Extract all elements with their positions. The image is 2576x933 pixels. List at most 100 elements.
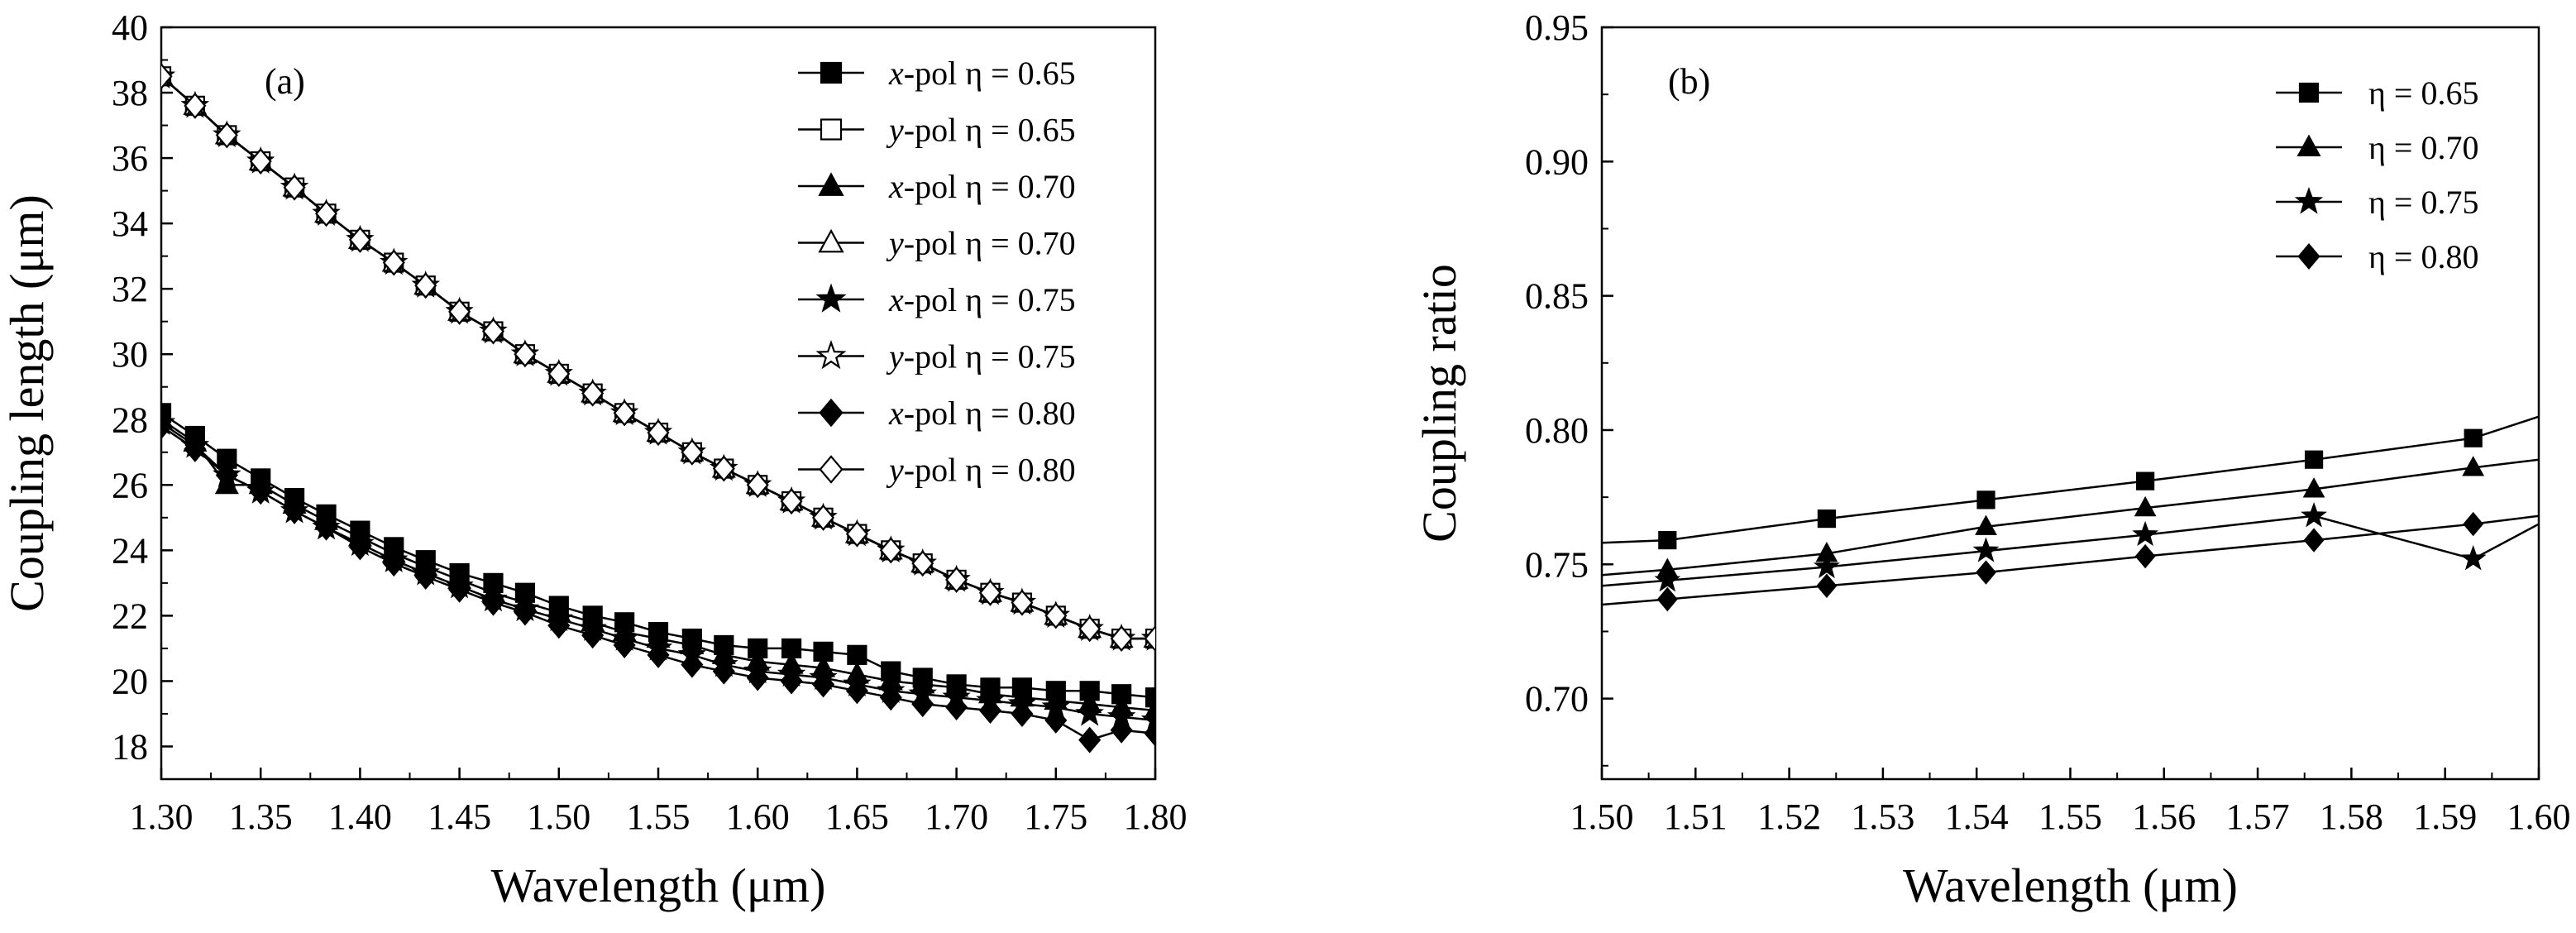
data-point-square [2464,428,2483,447]
x-tick-label: 1.55 [627,797,691,837]
data-point-diamond [978,579,1002,606]
legend-label: y-pol η = 0.80 [886,452,1076,489]
data-point-diamond [215,122,238,149]
legend-entry: x-pol η = 0.65 [798,55,1076,92]
legend-eta: -pol η = 0.80 [904,452,1076,489]
data-point-diamond [911,691,934,718]
legend-label: y-pol η = 0.70 [886,225,1076,262]
x-tick-label: 1.50 [1570,797,1634,837]
y-tick-label: 24 [112,530,148,571]
legend-label: η = 0.70 [2368,129,2478,166]
series-line [1602,415,2539,544]
data-point-diamond [945,694,968,721]
legend-eta: -pol η = 0.70 [904,168,1076,205]
data-point-diamond [811,671,835,698]
data-point-diamond [2134,543,2156,569]
data-point-diamond [547,612,571,639]
data-point-diamond [1078,615,1102,643]
data-point-diamond [1078,726,1102,754]
legend-pol: y [886,452,904,489]
legend-label: η = 0.65 [2368,74,2478,112]
legend-marker-star [815,340,847,370]
data-point-diamond [249,148,272,175]
x-axis-title: Wavelength (μm) [491,859,826,912]
x-tick-label: 1.75 [1024,797,1087,837]
legend-entry: η = 0.75 [2276,184,2478,221]
data-point-triangle [2462,456,2485,476]
data-point-diamond [911,550,934,577]
x-tick-label: 1.40 [328,797,392,837]
legend-eta: -pol η = 0.65 [904,112,1076,149]
data-point-square [2304,450,2324,469]
legend-pol: x [888,281,904,318]
data-point-diamond [514,599,537,626]
data-point-square [2136,471,2155,490]
legend-eta: -pol η = 0.65 [904,55,1076,92]
legend-marker-diamond [819,455,844,484]
legend-marker-square [2298,82,2320,103]
data-point-diamond [215,462,238,489]
panel-label: (b) [1668,61,1710,102]
legend-marker-square [820,118,843,141]
legend-pol: y [886,112,904,149]
data-point-diamond [780,667,803,695]
y-tick-label: 0.90 [1525,141,1589,182]
legend-pol: y [886,225,904,262]
data-point-diamond [547,360,571,387]
x-tick-label: 1.80 [1124,797,1188,837]
x-tick-label: 1.60 [2507,797,2571,837]
data-point-square [1817,509,1837,529]
data-point-diamond [2463,511,2484,537]
data-point-diamond [249,478,272,505]
legend-pol: x [888,168,904,205]
legend-marker-triangle [818,172,844,196]
legend-label: x-pol η = 0.65 [888,55,1076,92]
data-point-square [161,403,172,423]
y-tick-label: 20 [112,661,148,701]
data-point-diamond [845,520,868,548]
legend-marker-square [820,61,843,84]
y-tick-label: 0.95 [1525,7,1589,48]
chart-panel-b: 1.50 1.51 1.52 1.53 1.54 1.55 1.56 1.57 1.58 1.59… [1412,7,2571,912]
legend-eta: -pol η = 0.70 [904,225,1076,262]
data-point-diamond [647,419,670,447]
legend-marker-star [2294,186,2324,214]
x-tick-label: 1.65 [825,797,889,837]
y-tick-label: 0.75 [1525,544,1589,585]
legend-entry: x-pol η = 0.80 [798,395,1076,432]
y-tick-label: 34 [112,203,148,244]
data-point-diamond [780,488,803,515]
data-point-diamond [1976,560,1996,585]
legend-eta: -pol η = 0.80 [904,395,1076,432]
data-point-diamond [1144,720,1155,747]
data-point-diamond [481,318,505,345]
legend-pol: x [888,395,904,432]
legend-entry: x-pol η = 0.70 [798,168,1076,205]
y-axis-title: Coupling ratio [1412,264,1466,543]
data-point-star [2301,502,2328,528]
data-point-diamond [1011,589,1034,616]
legend-label: x-pol η = 0.80 [888,395,1076,432]
data-point-diamond [879,537,902,564]
data-point-diamond [879,684,902,711]
data-point-diamond [481,589,505,616]
legend-label: x-pol η = 0.70 [888,168,1076,205]
data-point-triangle [2302,477,2325,498]
x-tick-label: 1.51 [1664,797,1728,837]
data-point-diamond [283,174,306,201]
data-point-diamond [811,504,835,531]
legend-a: x-pol η = 0.65y-pol η = 0.65x-pol η = 0.… [798,55,1076,489]
x-axis-title: Wavelength (μm) [1903,859,2238,912]
data-point-diamond [283,497,306,524]
series-line [1602,514,2539,587]
y-tick-label: 28 [112,400,148,440]
x-tick-label: 1.59 [2413,797,2477,837]
data-point-diamond [414,272,437,299]
series-layer [161,61,1155,754]
legend-label: η = 0.75 [2368,184,2478,221]
x-tick-label: 1.53 [1851,797,1914,837]
data-point-diamond [1110,625,1133,653]
legend-eta: -pol η = 0.75 [904,281,1076,318]
legend-pol: x [888,55,904,92]
legend-marker-triangle [2296,134,2321,156]
